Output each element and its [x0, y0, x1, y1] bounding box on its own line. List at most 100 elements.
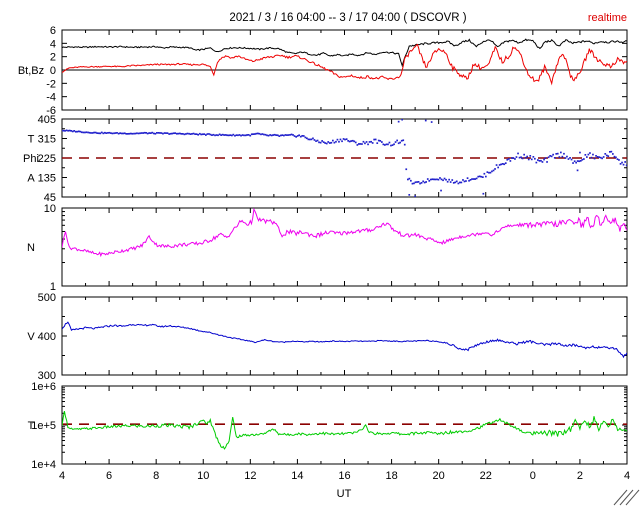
- phi-dot: [555, 153, 558, 155]
- phi-dot: [610, 150, 613, 153]
- phi-dot: [621, 161, 623, 164]
- phi-dot: [257, 132, 259, 135]
- series-v: [62, 321, 627, 359]
- phi-dot: [520, 156, 522, 159]
- phi-dot: [79, 130, 82, 133]
- phi-dot: [122, 132, 125, 135]
- phi-dot: [527, 158, 530, 161]
- phi-dot: [472, 178, 475, 180]
- phi-dot: [474, 178, 476, 180]
- phi-dot: [183, 133, 186, 136]
- phi-dot: [203, 133, 206, 135]
- phi-dot: [295, 136, 297, 138]
- phi-dot: [91, 132, 94, 134]
- phi-dot: [321, 140, 323, 142]
- phi-dot: [309, 138, 311, 141]
- phi-dot: [318, 141, 320, 144]
- phi-dot: [538, 160, 541, 162]
- phi-dot: [384, 144, 386, 146]
- x-tick-label: 12: [244, 470, 256, 482]
- phi-dot: [290, 133, 293, 136]
- phi-dot: [428, 180, 431, 182]
- phi-dot: [393, 143, 395, 146]
- phi-dot: [107, 132, 109, 134]
- phi-dot: [64, 130, 66, 132]
- phi-dot: [526, 155, 528, 158]
- phi-dot: [224, 134, 227, 136]
- phi-dot: [353, 140, 356, 143]
- phi-dot: [142, 132, 144, 134]
- phi-dot: [162, 132, 164, 135]
- phi-dot: [578, 160, 581, 163]
- x-tick-label: 18: [385, 470, 397, 482]
- phi-dot: [530, 158, 533, 161]
- phi-dot: [622, 163, 625, 166]
- phi-dot: [544, 157, 547, 159]
- phi-dot: [570, 158, 573, 161]
- phi-outlier-dot: [397, 120, 400, 123]
- phi-dot: [182, 133, 184, 135]
- phi-dot: [396, 139, 398, 142]
- phi-dot: [573, 160, 576, 163]
- phi-dot: [607, 155, 610, 157]
- phi-dot: [223, 134, 226, 136]
- phi-dot: [264, 133, 267, 136]
- phi-dot: [338, 140, 340, 143]
- phi-dot: [459, 181, 461, 184]
- phi-dot: [500, 163, 502, 166]
- phi-dot: [272, 134, 274, 136]
- phi-dot: [130, 132, 132, 135]
- row-label-a: A: [27, 173, 35, 185]
- phi-dot: [111, 132, 114, 135]
- phi-dot: [261, 133, 264, 135]
- phi-dot: [116, 132, 118, 134]
- phi-dot: [250, 133, 253, 136]
- phi-dot: [436, 178, 438, 181]
- phi-dot: [612, 153, 614, 155]
- row-label-t: T: [28, 420, 35, 432]
- phi-dot: [512, 157, 515, 159]
- panel-border: [61, 296, 628, 376]
- phi-dot: [87, 131, 89, 134]
- phi-dot: [327, 141, 330, 143]
- phi-dot: [283, 134, 285, 137]
- phi-dot: [561, 155, 564, 158]
- realtime-badge: realtime: [588, 12, 627, 24]
- x-tick-label: 20: [433, 470, 445, 482]
- phi-dot: [354, 141, 357, 144]
- phi-dot: [293, 135, 296, 137]
- phi-dot: [534, 157, 536, 160]
- y-tick-label: 400: [38, 331, 56, 343]
- phi-dot: [145, 132, 147, 134]
- phi-dot: [281, 134, 284, 136]
- panel-border: [61, 385, 628, 465]
- phi-dot: [296, 135, 299, 137]
- phi-dot: [543, 158, 545, 161]
- phi-dot: [267, 134, 270, 137]
- phi-dot: [477, 175, 480, 178]
- phi-dot: [139, 132, 141, 135]
- phi-dot: [587, 153, 590, 156]
- phi-dot: [273, 133, 276, 136]
- phi-dot: [188, 132, 190, 135]
- phi-dot: [70, 130, 72, 132]
- phi-dot: [431, 178, 434, 181]
- phi-dot: [316, 139, 319, 142]
- phi-dot: [212, 133, 215, 136]
- phi-dot: [180, 133, 183, 135]
- phi-dot: [469, 179, 472, 181]
- phi-dot: [73, 130, 76, 132]
- phi-dot: [105, 132, 108, 134]
- phi-dot: [485, 175, 487, 178]
- phi-dot: [280, 134, 282, 137]
- phi-dot: [88, 131, 91, 134]
- phi-dot: [376, 142, 379, 144]
- phi-dot: [153, 132, 155, 135]
- y-tick-label: -2: [46, 78, 56, 90]
- phi-dot: [413, 182, 415, 185]
- phi-dot: [590, 156, 593, 159]
- phi-dot: [586, 156, 588, 158]
- phi-dot: [113, 132, 115, 135]
- phi-dot: [419, 182, 421, 185]
